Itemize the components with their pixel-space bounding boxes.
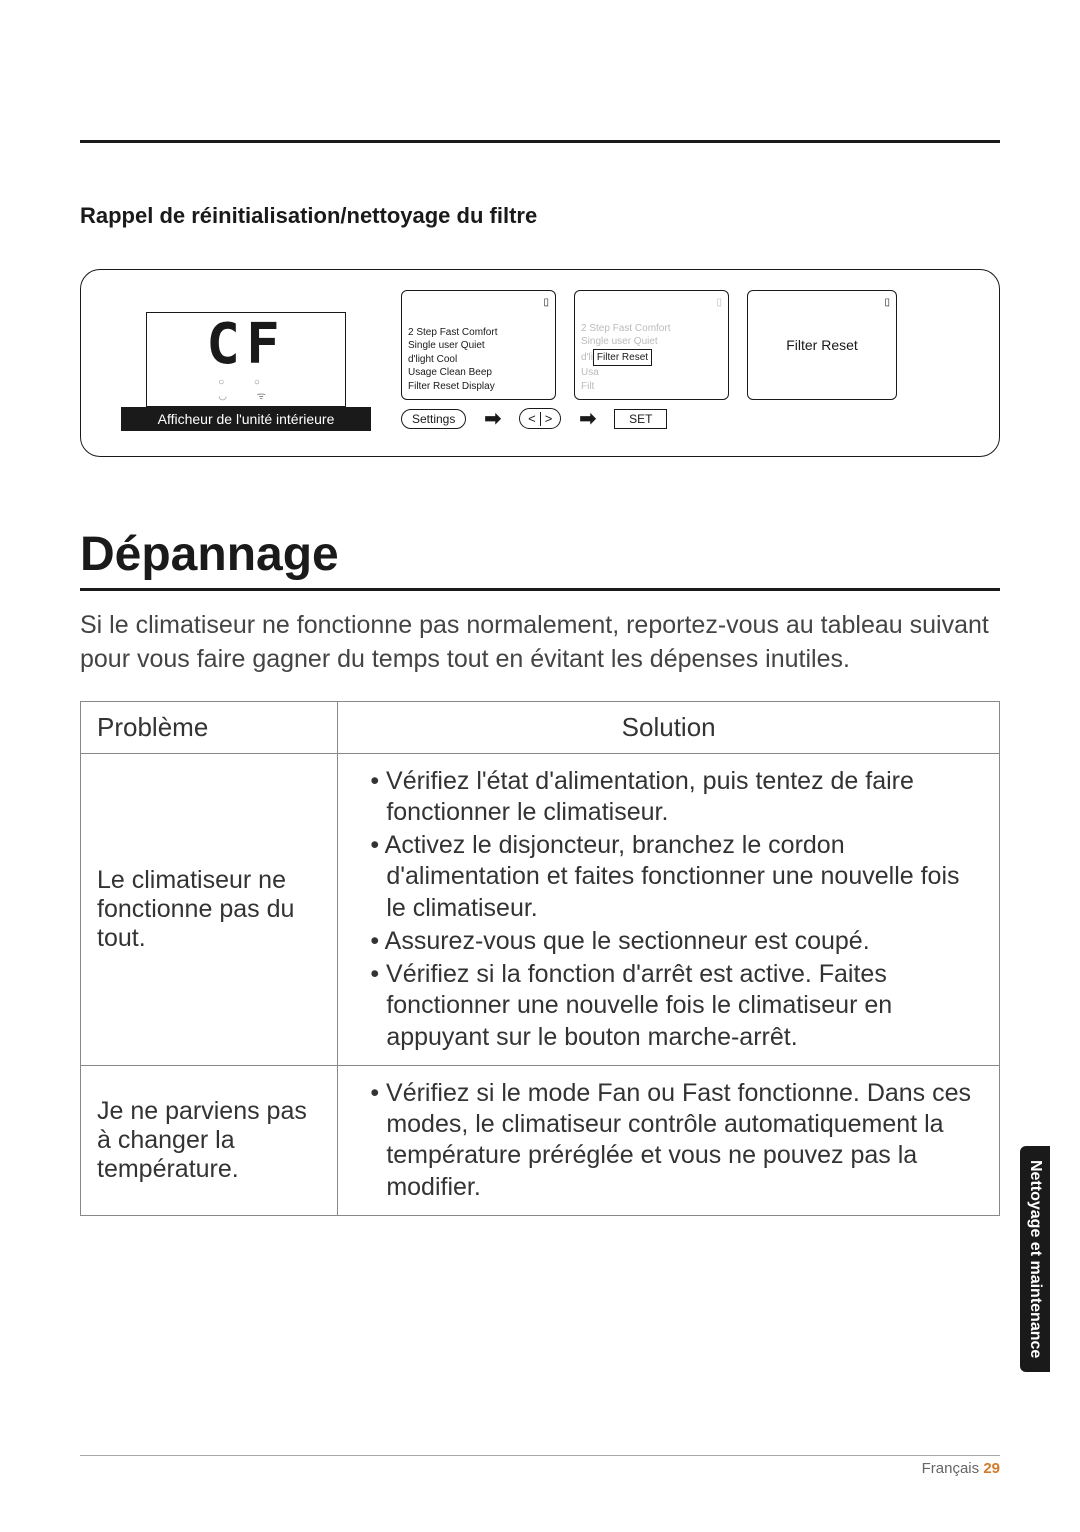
chevron-left-icon: < (528, 411, 536, 426)
remote-menu-lines: 2 Step Fast Comfort Single user Quiet d'… (408, 326, 549, 394)
filter-reset-highlight: Filter Reset (593, 349, 652, 367)
solution-item: Vérifiez si le mode Fan ou Fast fonction… (370, 1078, 983, 1203)
remote-flow: ▯ 2 Step Fast Comfort Single user Quiet … (401, 290, 897, 431)
remote-menu-line: 2 Step Fast Comfort (408, 326, 549, 340)
remote-screen-menu: ▯ 2 Step Fast Comfort Single user Quiet … (401, 290, 556, 400)
indoor-display-unit: CF ○ ○◡ ᯤ Afficheur de l'unité intérieur… (121, 312, 371, 431)
set-button[interactable]: SET (614, 409, 667, 429)
battery-icon: ▯ (716, 297, 722, 308)
filter-reset-label: Filter Reset (786, 337, 858, 353)
page-title: Dépannage (80, 527, 1000, 582)
solution-item: Vérifiez l'état d'alimentation, puis ten… (370, 766, 983, 829)
remote-menu-lines-dimmed: 2 Step Fast Comfort Single user Quiet d'… (581, 322, 722, 394)
section-subheading: Rappel de réinitialisation/nettoyage du … (80, 203, 1000, 229)
settings-button[interactable]: Settings (401, 409, 466, 429)
page-footer: Français 29 (80, 1455, 1000, 1477)
remote-menu-dim: d'li (581, 352, 593, 363)
solution-item: Assurez-vous que le sectionneur est coup… (370, 926, 983, 957)
table-row: Je ne parviens pas à changer la températ… (81, 1065, 1000, 1215)
arrow-icon: ➡ (484, 406, 501, 431)
solution-item: Vérifiez si la fonction d'arrêt est acti… (370, 959, 983, 1053)
remote-menu-line: d'light Cool (408, 353, 549, 367)
remote-menu-line: 2 Step Fast Comfort (581, 322, 722, 336)
problem-cell: Je ne parviens pas à changer la températ… (81, 1065, 338, 1215)
remote-menu-line: Single user Quiet (408, 339, 549, 353)
table-header-solution: Solution (338, 701, 1000, 753)
side-tab-section: Nettoyage et maintenance (1020, 1146, 1050, 1372)
footer-page-number: 29 (983, 1460, 1000, 1477)
seven-segment-code: CF (206, 317, 285, 373)
remote-menu-line: Usage Clean Beep (408, 366, 549, 380)
problem-cell: Le climatiseur ne fonctionne pas du tout… (81, 753, 338, 1065)
remote-menu-line: Usa (581, 366, 722, 380)
table-header-problem: Problème (81, 701, 338, 753)
remote-screen-filter-reset: ▯ Filter Reset (747, 290, 897, 400)
chevron-right-icon: > (545, 411, 553, 426)
remote-menu-line: Filt (581, 380, 722, 394)
remote-menu-line: Single user Quiet (581, 335, 722, 349)
arrow-icon: ➡ (579, 406, 596, 431)
filter-reset-diagram: CF ○ ○◡ ᯤ Afficheur de l'unité intérieur… (80, 269, 1000, 457)
remote-screen-highlight: ▯ 2 Step Fast Comfort Single user Quiet … (574, 290, 729, 400)
indoor-display-label: Afficheur de l'unité intérieure (121, 407, 371, 431)
nav-arrows-button[interactable]: < > (519, 408, 561, 429)
battery-icon: ▯ (884, 297, 890, 308)
footer-language: Français (922, 1460, 980, 1477)
solution-cell: Vérifiez si le mode Fan ou Fast fonction… (338, 1065, 1000, 1215)
troubleshoot-table: Problème Solution Le climatiseur ne fonc… (80, 701, 1000, 1216)
display-sub-icons: ○ ○◡ ᯤ (218, 377, 273, 402)
battery-icon: ▯ (543, 297, 549, 308)
solution-cell: Vérifiez l'état d'alimentation, puis ten… (338, 753, 1000, 1065)
indoor-display-screen: CF ○ ○◡ ᯤ (146, 312, 346, 407)
solution-item: Activez le disjoncteur, branchez le cord… (370, 830, 983, 924)
remote-menu-line: Filter Reset Display (408, 380, 549, 394)
table-row: Le climatiseur ne fonctionne pas du tout… (81, 753, 1000, 1065)
intro-paragraph: Si le climatiseur ne fonctionne pas norm… (80, 609, 1000, 677)
